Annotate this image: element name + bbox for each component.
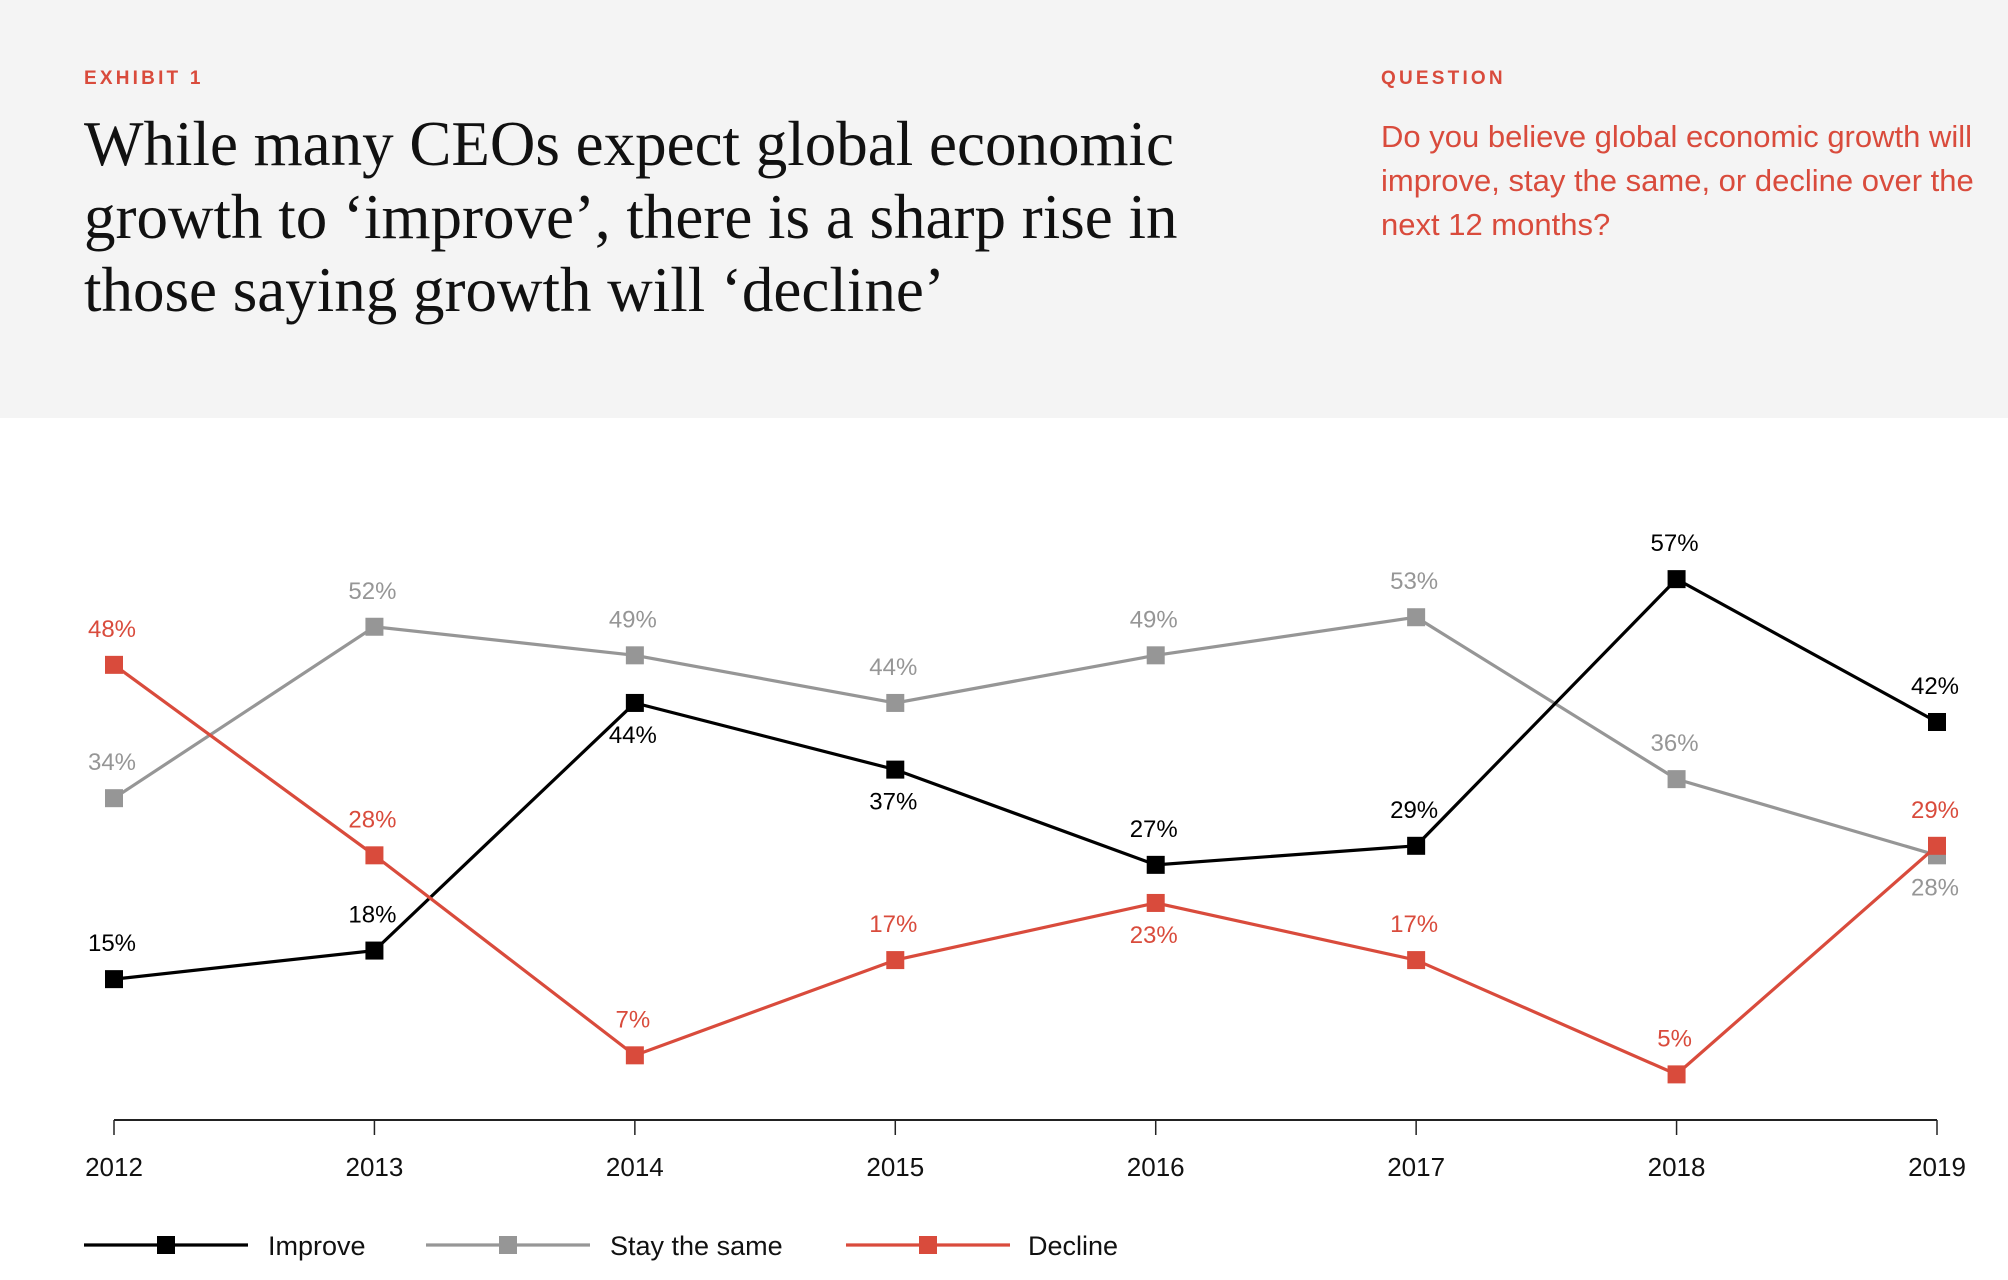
data-label: 29% — [1911, 797, 1959, 824]
data-label: 52% — [348, 578, 396, 605]
data-label: 49% — [609, 606, 657, 633]
data-label: 36% — [1651, 730, 1699, 757]
data-label: 28% — [1911, 874, 1959, 901]
legend-swatch-marker — [157, 1236, 175, 1254]
data-label: 29% — [1390, 797, 1438, 824]
legend-item-decline: Decline — [846, 1231, 1118, 1261]
data-point-marker — [1928, 712, 1946, 731]
series-decline — [105, 655, 1946, 1084]
series-line — [113, 663, 1939, 1077]
chart-title: While many CEOs expect global economic g… — [84, 109, 1178, 325]
x-tick-label: 2018 — [1648, 1152, 1706, 1182]
x-tick-label: 2017 — [1387, 1152, 1445, 1182]
data-point-marker — [1146, 855, 1165, 874]
data-label: 44% — [609, 722, 657, 749]
data-label: 49% — [1130, 606, 1178, 633]
legend-label: Stay the same — [610, 1231, 783, 1261]
x-tick-label: 2012 — [85, 1152, 143, 1182]
legend-swatch-marker — [919, 1236, 937, 1254]
data-label: 28% — [348, 806, 396, 833]
data-labels: 15% 18% 44% 37% 27% 29% 57% 42% 34% 52% 49% 44% 49% 5… — [88, 530, 1959, 1052]
data-point-marker — [625, 646, 644, 665]
data-label: 27% — [1130, 816, 1178, 843]
legend-label: Improve — [268, 1231, 366, 1261]
data-label: 34% — [88, 749, 136, 776]
x-tick-label: 2013 — [346, 1152, 404, 1182]
data-point-marker — [1407, 608, 1426, 627]
data-point-marker — [1407, 836, 1426, 855]
data-point-marker — [365, 846, 384, 865]
exhibit-label: EXHIBIT 1 — [84, 68, 204, 89]
question-text: Do you believe global economic growth wi… — [1381, 119, 1974, 242]
series-line — [113, 577, 1938, 981]
data-point-marker — [886, 951, 905, 970]
question-label: QUESTION — [1381, 68, 1506, 89]
data-label: 42% — [1911, 673, 1959, 700]
data-label: 7% — [616, 1006, 651, 1033]
data-point-marker — [365, 617, 384, 636]
data-label: 48% — [88, 616, 136, 643]
data-point-marker — [625, 693, 644, 712]
data-point-marker — [1667, 770, 1686, 789]
series-improve — [105, 570, 1946, 989]
data-point-marker — [1667, 1065, 1686, 1084]
data-label: 53% — [1390, 568, 1438, 595]
series-line — [113, 615, 1938, 857]
data-point-marker — [105, 655, 123, 674]
x-tick-label: 2014 — [606, 1152, 664, 1182]
data-label: 23% — [1130, 922, 1178, 949]
data-point-marker — [1928, 836, 1946, 855]
legend-label: Decline — [1028, 1231, 1118, 1261]
data-label: 5% — [1657, 1025, 1692, 1052]
x-tick-label: 2015 — [866, 1152, 924, 1182]
x-tick-label: 2016 — [1127, 1152, 1185, 1182]
legend-item-improve: Improve — [84, 1231, 366, 1261]
data-point-marker — [1146, 646, 1165, 665]
x-tick-label: 2019 — [1908, 1152, 1966, 1182]
data-label: 57% — [1651, 530, 1699, 557]
data-label: 17% — [1390, 911, 1438, 938]
x-axis: 2012 2013 2014 2015 2016 2017 2018 2019 — [85, 1119, 1966, 1182]
data-point-marker — [365, 941, 384, 960]
header-panel: EXHIBIT 1 While many CEOs expect global … — [0, 0, 2008, 418]
data-point-marker — [625, 1046, 644, 1065]
data-point-marker — [1407, 951, 1426, 970]
line-chart: 2012 2013 2014 2015 2016 2017 2018 2019 15% 18% 4… — [84, 530, 1966, 1261]
data-label: 17% — [869, 911, 917, 938]
data-label: 15% — [88, 930, 136, 957]
data-point-marker — [105, 789, 123, 808]
legend-item-stay-the-same: Stay the same — [426, 1231, 783, 1261]
legend-swatch-marker — [499, 1236, 517, 1254]
data-label: 44% — [869, 654, 917, 681]
data-point-marker — [886, 760, 905, 779]
legend: Improve Stay the same Decline — [84, 1231, 1118, 1261]
series-layer — [105, 570, 1946, 1084]
data-point-marker — [886, 693, 905, 712]
data-label: 18% — [348, 902, 396, 929]
data-point-marker — [1667, 570, 1686, 589]
data-point-marker — [105, 970, 123, 989]
data-label: 37% — [869, 789, 917, 816]
data-point-marker — [1146, 893, 1165, 912]
